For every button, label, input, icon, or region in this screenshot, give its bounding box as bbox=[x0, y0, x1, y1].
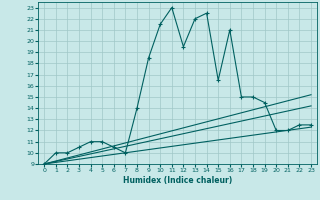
X-axis label: Humidex (Indice chaleur): Humidex (Indice chaleur) bbox=[123, 176, 232, 185]
